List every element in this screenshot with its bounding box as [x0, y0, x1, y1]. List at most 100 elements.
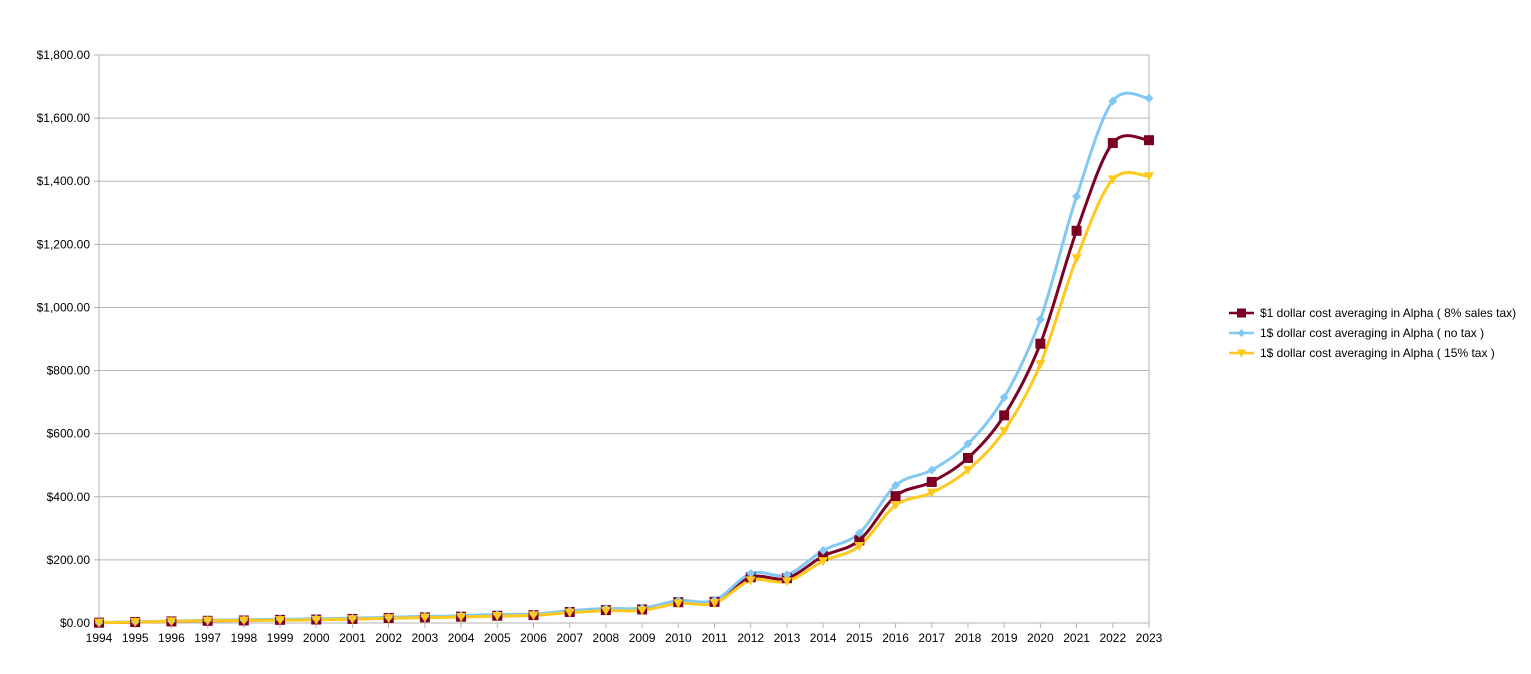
x-tick-label: 2016 [882, 631, 909, 645]
data-point-series-2 [1108, 96, 1118, 106]
data-point-series-2 [963, 439, 973, 449]
data-point-series-1 [1107, 138, 1118, 149]
data-point-series-3 [637, 606, 648, 616]
x-tick-label: 1998 [230, 631, 257, 645]
x-tick-label: 2023 [1136, 631, 1163, 645]
y-axis-ticks: $0.00 $200.00 $400.00 $600.00 $800.00 $1,000.… [37, 48, 91, 630]
data-point-series-1 [1144, 135, 1154, 146]
data-point-series-3 [275, 616, 286, 626]
x-tick-label: 2000 [303, 631, 330, 645]
legend-marker-3 [1237, 349, 1246, 358]
data-point-series-2 [999, 392, 1009, 402]
data-point-series-1 [854, 535, 865, 546]
data-point-series-2 [1035, 314, 1045, 324]
data-point-series-3 [745, 576, 756, 586]
data-point-series-3 [130, 618, 141, 628]
legend: $1 dollar cost averaging in Alpha ( 8% s… [1229, 306, 1516, 360]
x-tick-label: 2012 [737, 631, 764, 645]
data-point-series-3 [419, 613, 430, 623]
data-point-series-3 [926, 488, 937, 498]
y-tick-label: $1,800.00 [37, 48, 91, 62]
data-point-series-2 [782, 570, 792, 580]
data-point-series-3 [1144, 172, 1154, 182]
x-tick-label: 2003 [412, 631, 439, 645]
data-point-series-3 [890, 501, 901, 511]
data-point-series-1 [1035, 338, 1046, 349]
x-tick-label: 2011 [702, 631, 728, 645]
y-tick-label: $400.00 [47, 490, 91, 504]
x-tick-label: 2014 [810, 631, 837, 645]
series-markers [94, 93, 1154, 628]
y-tick-label: $1,200.00 [37, 237, 91, 251]
x-tick-label: 1995 [122, 631, 149, 645]
data-point-series-2 [1144, 93, 1154, 103]
x-tick-label: 2022 [1099, 631, 1126, 645]
data-point-series-2 [818, 545, 828, 555]
data-point-series-1 [890, 491, 901, 502]
data-point-series-3 [781, 577, 792, 587]
data-point-series-3 [528, 611, 539, 621]
data-point-series-3 [238, 616, 249, 626]
x-tick-label: 2006 [520, 631, 547, 645]
data-point-series-3 [1071, 254, 1082, 264]
x-tick-label: 1999 [267, 631, 294, 645]
data-point-series-3 [564, 608, 575, 618]
data-point-series-3 [818, 557, 829, 567]
x-tick-label: 2002 [375, 631, 402, 645]
legend-marker-1 [1237, 308, 1246, 318]
x-tick-label: 2019 [991, 631, 1018, 645]
y-tick-label: $1,600.00 [37, 111, 91, 125]
data-point-series-2 [1072, 191, 1082, 201]
x-tick-label: 2013 [774, 631, 801, 645]
data-point-series-3 [962, 465, 973, 475]
axes [94, 54, 1150, 628]
data-point-series-3 [311, 615, 322, 625]
x-tick-label: 2001 [339, 631, 366, 645]
data-point-series-3 [999, 426, 1010, 436]
legend-label-3: 1$ dollar cost averaging in Alpha ( 15% … [1260, 346, 1495, 360]
x-tick-label: 1997 [194, 631, 221, 645]
data-point-series-3 [166, 617, 177, 627]
x-tick-label: 2020 [1027, 631, 1054, 645]
data-point-series-1 [1071, 225, 1082, 236]
y-tick-label: $1,000.00 [37, 300, 91, 314]
x-tick-label: 1994 [86, 631, 113, 645]
x-axis-ticks: 1994 1995 1996 1997 1998 1999 2000 2001 2002 2003… [86, 631, 1163, 645]
gridlines [99, 54, 1149, 561]
x-tick-label: 2021 [1063, 631, 1090, 645]
x-tick-label: 2017 [918, 631, 945, 645]
x-tick-label: 2015 [846, 631, 873, 645]
y-tick-label: $0.00 [60, 616, 90, 630]
series-lines [98, 91, 1150, 625]
data-point-series-3 [492, 612, 503, 622]
data-point-series-1 [999, 410, 1010, 421]
series-line-1 [98, 134, 1150, 625]
x-tick-label: 1996 [158, 631, 185, 645]
data-point-series-3 [673, 599, 684, 609]
x-tick-label: 2010 [665, 631, 692, 645]
data-point-series-3 [383, 614, 394, 624]
data-point-series-3 [1107, 175, 1118, 185]
x-tick-label: 2009 [629, 631, 656, 645]
data-point-series-2 [746, 568, 756, 578]
data-point-series-3 [456, 613, 467, 623]
y-tick-label: $1,400.00 [37, 174, 91, 188]
series-line-3 [98, 170, 1150, 625]
data-point-series-1 [818, 551, 829, 562]
data-point-series-3 [1035, 360, 1046, 370]
x-tick-label: 2008 [593, 631, 620, 645]
x-tick-label: 2004 [448, 631, 475, 645]
data-point-series-3 [347, 615, 358, 625]
data-point-series-3 [854, 542, 865, 552]
data-point-series-2 [927, 465, 937, 475]
legend-label-2: 1$ dollar cost averaging in Alpha ( no t… [1260, 326, 1484, 340]
legend-marker-2 [1237, 329, 1246, 337]
legend-label-1: $1 dollar cost averaging in Alpha ( 8% s… [1260, 306, 1516, 320]
y-tick-label: $200.00 [47, 553, 91, 567]
data-point-series-1 [926, 476, 937, 487]
data-point-series-3 [600, 606, 611, 616]
x-tick-label: 2005 [484, 631, 511, 645]
x-tick-label: 2018 [955, 631, 982, 645]
